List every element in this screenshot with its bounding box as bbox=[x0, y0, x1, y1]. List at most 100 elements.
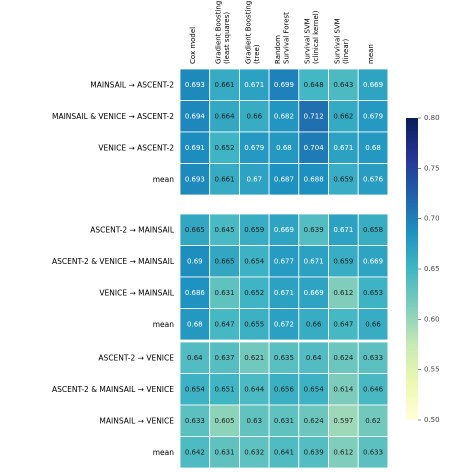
heatmap-cell bbox=[179, 436, 211, 469]
cell-value-label: 0.671 bbox=[304, 257, 324, 265]
heatmap-cell bbox=[238, 404, 270, 437]
cell-value-label: 0.614 bbox=[333, 385, 354, 393]
cell-value-label: 0.659 bbox=[333, 175, 353, 183]
heatmap-cell bbox=[238, 276, 270, 309]
cell-value-label: 0.605 bbox=[215, 417, 235, 425]
heatmap-cell bbox=[209, 68, 240, 101]
cell-value-label: 0.651 bbox=[215, 385, 235, 393]
heatmap-cell bbox=[179, 308, 211, 341]
cell-value-label: 0.669 bbox=[363, 257, 383, 265]
cell-value-label: 0.647 bbox=[333, 320, 353, 328]
column-label: mean bbox=[367, 44, 375, 64]
cell-value-label: 0.664 bbox=[215, 112, 236, 120]
heatmap-cell bbox=[357, 276, 389, 309]
cell-value-label: 0.661 bbox=[215, 81, 235, 89]
heatmap-cell bbox=[268, 404, 300, 437]
row-label: ASCENT-2 → VENICE bbox=[98, 353, 174, 362]
cell-value-label: 0.66 bbox=[306, 320, 322, 328]
cell-value-label: 0.637 bbox=[215, 354, 235, 362]
cell-value-label: 0.693 bbox=[185, 175, 205, 183]
row-label: ASCENT-2 → MAINSAIL bbox=[90, 225, 175, 234]
cell-value-label: 0.64 bbox=[306, 354, 322, 362]
cell-value-label: 0.686 bbox=[185, 289, 206, 297]
heatmap-cell bbox=[268, 373, 300, 406]
heatmap-cell bbox=[209, 308, 240, 341]
cell-value-label: 0.672 bbox=[274, 320, 294, 328]
row-label: mean bbox=[153, 175, 175, 184]
heatmap-cell bbox=[328, 436, 359, 469]
cell-value-label: 0.669 bbox=[363, 81, 383, 89]
cell-value-label: 0.68 bbox=[365, 144, 381, 152]
cell-value-label: 0.653 bbox=[363, 289, 383, 297]
heatmap-cell bbox=[179, 245, 211, 278]
cell-value-label: 0.671 bbox=[333, 144, 353, 152]
cell-value-label: 0.643 bbox=[333, 81, 353, 89]
column-label: Gradient Boosting(least squares) bbox=[215, 1, 232, 64]
cell-value-label: 0.669 bbox=[304, 289, 324, 297]
cell-value-label: 0.621 bbox=[244, 354, 264, 362]
cell-value-label: 0.642 bbox=[185, 448, 205, 456]
row-label: MAINSAIL & VENICE → ASCENT-2 bbox=[52, 112, 174, 121]
cell-value-label: 0.632 bbox=[244, 448, 264, 456]
cell-value-label: 0.679 bbox=[363, 112, 383, 120]
colorbar-tick-label: 0.60 bbox=[424, 315, 440, 323]
cell-value-label: 0.665 bbox=[215, 257, 235, 265]
colorbar-tick-label: 0.65 bbox=[424, 265, 440, 273]
heatmap-cell bbox=[209, 404, 240, 437]
cell-value-label: 0.658 bbox=[363, 226, 383, 234]
row-label: ASCENT-2 & VENICE → MAINSAIL bbox=[52, 257, 175, 266]
cell-value-label: 0.654 bbox=[304, 385, 325, 393]
column-labels: Cox model Gradient Boosting(least squares… bbox=[189, 1, 375, 64]
cell-value-label: 0.624 bbox=[304, 417, 325, 425]
heatmap-cell bbox=[209, 131, 240, 164]
heatmap-cells: 0.693 0.661 0.671 0.699 0.648 0.643 0.669 0.694… bbox=[179, 68, 389, 469]
cell-value-label: 0.631 bbox=[274, 417, 294, 425]
cell-value-label: 0.639 bbox=[304, 448, 324, 456]
cell-value-label: 0.612 bbox=[333, 289, 353, 297]
heatmap-cell bbox=[268, 276, 300, 309]
heatmap-cell bbox=[209, 245, 240, 278]
cell-value-label: 0.645 bbox=[215, 226, 235, 234]
cell-value-label: 0.633 bbox=[363, 448, 383, 456]
cell-value-label: 0.646 bbox=[363, 385, 384, 393]
cell-value-label: 0.656 bbox=[274, 385, 295, 393]
heatmap-cell bbox=[328, 404, 359, 437]
heatmap-cell bbox=[328, 276, 359, 309]
colorbar-tick-label: 0.80 bbox=[424, 114, 440, 122]
heatmap-cell bbox=[238, 373, 270, 406]
heatmap-cell bbox=[298, 341, 329, 374]
cell-value-label: 0.647 bbox=[215, 320, 235, 328]
heatmap-cell bbox=[268, 163, 300, 196]
heatmap-cell bbox=[357, 436, 389, 469]
cell-value-label: 0.682 bbox=[274, 112, 294, 120]
colorbar-tick-label: 0.55 bbox=[424, 366, 440, 374]
cell-value-label: 0.624 bbox=[333, 354, 354, 362]
cell-value-label: 0.677 bbox=[274, 257, 294, 265]
row-label: VENICE → MAINSAIL bbox=[99, 288, 174, 297]
cell-value-label: 0.661 bbox=[215, 175, 235, 183]
cell-value-label: 0.652 bbox=[244, 289, 264, 297]
heatmap-cell bbox=[268, 131, 300, 164]
heatmap-cell bbox=[238, 131, 270, 164]
row-label: mean bbox=[153, 448, 175, 457]
cell-value-label: 0.662 bbox=[333, 112, 353, 120]
cell-value-label: 0.659 bbox=[333, 257, 353, 265]
cell-value-label: 0.691 bbox=[185, 144, 205, 152]
colorbar-gradient bbox=[406, 118, 418, 420]
column-label: Cox model bbox=[189, 27, 197, 64]
cell-value-label: 0.633 bbox=[185, 417, 205, 425]
cell-value-label: 0.648 bbox=[304, 81, 324, 89]
column-label: RandomSurvival Forest bbox=[274, 12, 291, 64]
cell-value-label: 0.671 bbox=[244, 81, 264, 89]
cell-value-label: 0.704 bbox=[304, 144, 325, 152]
heatmap-cell bbox=[357, 100, 389, 133]
heatmap-cell bbox=[357, 131, 389, 164]
cell-value-label: 0.62 bbox=[365, 417, 381, 425]
heatmap-cell bbox=[179, 163, 211, 196]
cell-value-label: 0.63 bbox=[246, 417, 262, 425]
cell-value-label: 0.665 bbox=[185, 226, 205, 234]
cell-value-label: 0.64 bbox=[187, 354, 203, 362]
heatmap-cell bbox=[328, 68, 359, 101]
heatmap-cell bbox=[357, 308, 389, 341]
colorbar-tick-label: 0.70 bbox=[424, 215, 440, 223]
